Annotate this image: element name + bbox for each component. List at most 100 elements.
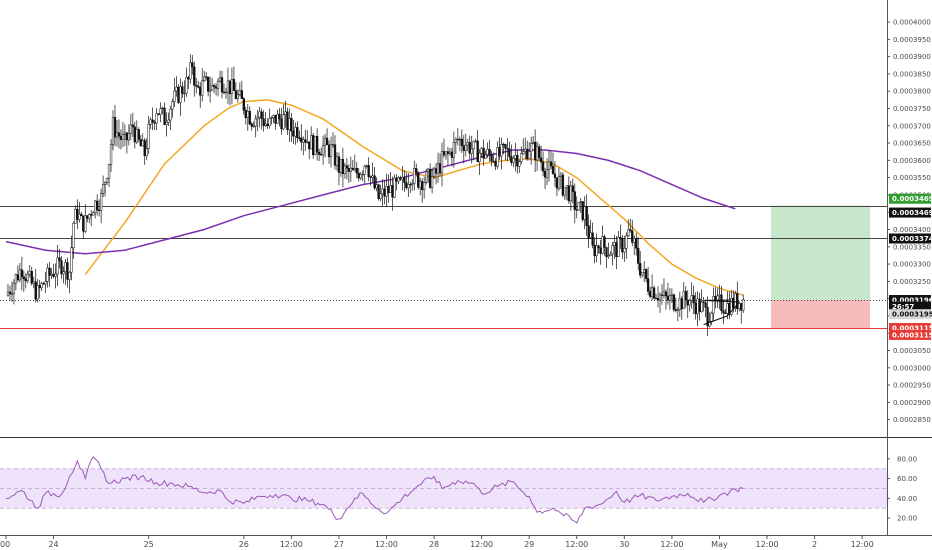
candle-body: [597, 245, 600, 249]
price-tick-label: 0.0003800: [893, 88, 931, 96]
candle-body: [256, 116, 259, 120]
candle-body: [530, 143, 533, 152]
candle-body: [133, 126, 136, 143]
candle-body: [389, 185, 392, 194]
candle-body: [740, 303, 743, 311]
candle: [20, 256, 24, 291]
candle-body: [333, 144, 337, 166]
candle-body: [159, 108, 162, 115]
candle-body: [367, 165, 370, 177]
oscillator-tick-label: 60.00: [897, 475, 917, 483]
candle-body: [589, 232, 592, 239]
candle-body: [613, 242, 616, 246]
candle: [563, 187, 567, 200]
candle-body: [660, 294, 664, 296]
candle-body: [331, 144, 335, 146]
candle: [500, 137, 503, 170]
candle: [278, 108, 281, 127]
candle: [248, 106, 251, 126]
profit-zone[interactable]: [770, 205, 871, 301]
candle: [101, 175, 105, 198]
candle: [623, 236, 626, 262]
candle: [537, 143, 541, 161]
candle: [70, 235, 73, 281]
candle-body: [343, 165, 347, 174]
candle-body: [335, 156, 339, 166]
time-tick-label: 24: [48, 540, 58, 549]
time-tick-label: 12:00: [755, 540, 778, 549]
candle-body: [492, 160, 495, 163]
candle: [121, 121, 125, 148]
candle-body: [123, 132, 127, 135]
price-tag-label: 0.0003115: [892, 331, 932, 339]
triangle-pattern[interactable]: [703, 299, 741, 326]
price-tag-label: 0.0003196: [892, 297, 932, 305]
candle: [113, 104, 117, 147]
oscillator-axis[interactable]: 80.00 60.00 40.00 20.00: [887, 455, 917, 523]
candle-body: [642, 269, 646, 273]
candle: [413, 160, 416, 191]
candle: [72, 221, 75, 259]
candle: [173, 77, 176, 108]
candle-body: [80, 213, 83, 216]
candle: [96, 194, 99, 216]
candle-body: [86, 215, 89, 219]
candle-body: [387, 186, 390, 194]
candle: [549, 151, 553, 170]
candle-body: [375, 184, 378, 189]
candle-body: [349, 167, 352, 172]
loss-zone[interactable]: [770, 300, 871, 329]
candle-body: [357, 172, 360, 179]
candle: [183, 80, 186, 102]
candle: [393, 174, 396, 199]
candle-body: [407, 184, 410, 189]
candle-body: [686, 299, 689, 306]
candle-body: [573, 191, 576, 210]
candle: [496, 141, 499, 169]
candle: [296, 121, 299, 143]
candle: [169, 105, 172, 131]
time-axis[interactable]: 00 24 25 26 12:00 27 12:00 28 12:00 29 12:00 30 12:0…: [0, 536, 874, 549]
candle: [430, 167, 434, 194]
candle-body: [726, 303, 729, 314]
candle-body: [522, 151, 525, 154]
candle: [92, 210, 95, 216]
time-tick-label: 12:00: [565, 540, 588, 549]
candle: [658, 292, 662, 313]
candle: [585, 194, 588, 237]
candle: [652, 285, 656, 300]
candle-body: [474, 140, 477, 143]
candle: [203, 70, 206, 82]
triangle-drawing[interactable]: [703, 299, 741, 326]
candle-body: [141, 140, 144, 147]
candle: [539, 145, 543, 171]
candle-body: [38, 285, 41, 289]
oscillator-panel: [0, 456, 887, 524]
horizontal-lines[interactable]: [0, 206, 887, 329]
candle-body: [54, 273, 57, 277]
candle-body: [359, 174, 362, 179]
candle: [603, 234, 606, 256]
candle-body: [171, 101, 174, 110]
candle: [143, 137, 146, 165]
candle-body: [440, 151, 444, 174]
candle-body: [537, 146, 541, 159]
candle-body: [355, 167, 358, 174]
candle-body: [637, 247, 640, 264]
candle: [195, 77, 198, 94]
candle-body: [712, 296, 715, 314]
candle-body: [688, 300, 691, 306]
candle-body: [165, 122, 168, 125]
candle-body: [579, 201, 582, 203]
candle-body: [90, 213, 93, 216]
candle: [236, 89, 240, 103]
candle-body: [117, 132, 121, 137]
position-box[interactable]: [770, 205, 871, 329]
candle-body: [411, 183, 414, 185]
candle-body: [736, 293, 739, 310]
candle: [107, 164, 111, 187]
candle-body: [621, 238, 624, 253]
candle-body: [543, 171, 547, 178]
candle: [78, 202, 81, 223]
candle-body: [306, 141, 309, 143]
